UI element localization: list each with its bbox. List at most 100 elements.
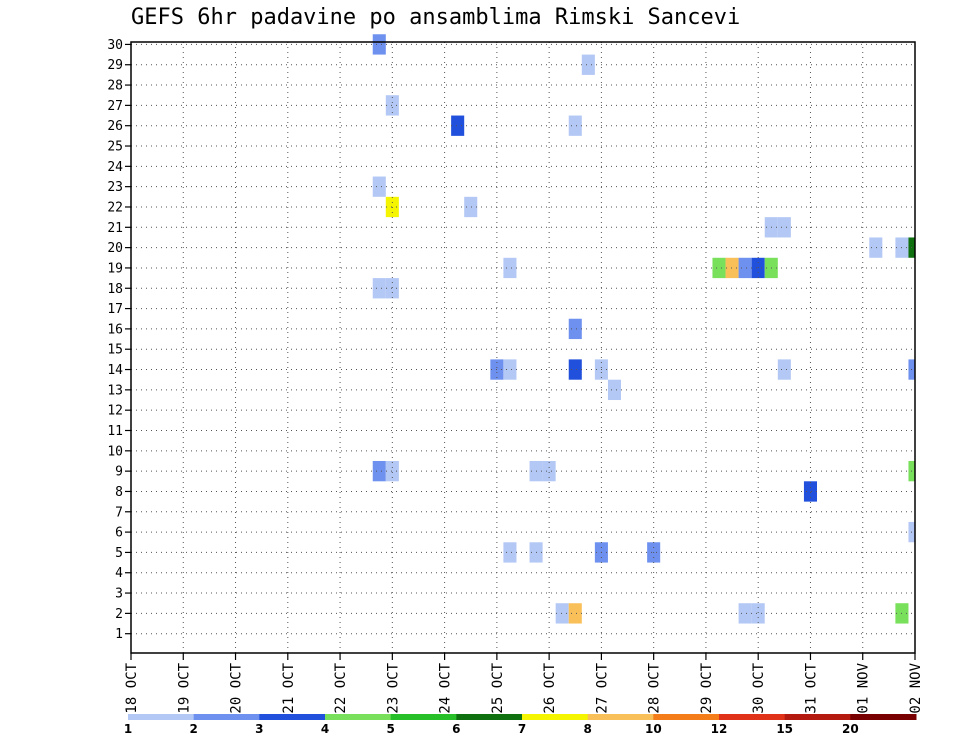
colorbar-label: 8 [583,722,591,736]
y-axis: 1234567891011121314151617181920212223242… [107,38,131,642]
colorbar-swatch [259,714,326,720]
precip-cell [777,359,791,380]
y-tick-label: 4 [115,566,123,581]
y-tick-label: 23 [107,180,123,195]
colorbar-label: 15 [776,722,793,736]
y-tick-label: 29 [107,58,123,73]
precip-cell [372,34,386,55]
precip-cell [464,196,478,218]
y-tick-label: 10 [107,444,123,459]
y-tick-label: 17 [107,302,123,317]
y-tick-label: 11 [107,424,123,439]
y-tick-label: 3 [115,587,123,602]
x-tick-label: 21 OCT [281,662,297,713]
y-tick-label: 8 [115,485,123,500]
colorbar-swatch [587,714,654,720]
x-tick-label: 29 OCT [699,662,715,713]
x-axis: 18 OCT 19 OCT 20 OCT 21 OCT 22 OCT 23 OCT 24 O… [124,653,924,714]
colorbar-swatch [719,714,786,720]
colorbar-swatch [522,714,589,720]
precip-cell [372,176,386,197]
colorbar-swatch [456,714,523,720]
precip-cell [712,257,726,279]
x-tick-label: 18 OCT [124,662,140,713]
x-tick-label: 31 OCT [803,662,819,713]
y-tick-label: 27 [107,99,123,114]
y-tick-label: 2 [115,607,123,622]
precip-cell [385,460,399,482]
y-tick-label: 5 [115,546,123,561]
colorbar-label: 3 [255,722,263,736]
x-tick-label: 28 OCT [647,662,663,713]
colorbar-label: 6 [452,722,460,736]
precip-cell [372,278,386,299]
precip-cell [738,257,752,279]
y-tick-label: 20 [107,241,123,256]
colorbar-label: 12 [711,722,728,736]
x-tick-label: 25 OCT [490,662,506,713]
y-tick-label: 14 [107,363,123,378]
plot-frame [130,41,916,654]
y-tick-label: 22 [107,200,123,215]
y-tick-label: 26 [107,119,123,134]
x-tick-label: 01 NOV [856,662,872,713]
precip-cell [568,115,582,136]
precip-cell [568,603,582,624]
precip-cell [451,115,465,136]
precip-cell [869,237,883,258]
y-tick-label: 1 [115,627,123,642]
x-tick-label: 23 OCT [385,662,401,713]
precip-cell [581,54,595,75]
colorbar-label: 1 [124,722,132,736]
colorbar-label: 10 [645,722,662,736]
colorbar-label: 20 [842,722,859,736]
x-tick-label: 20 OCT [229,662,245,713]
y-tick-label: 13 [107,383,123,398]
precip-cell [542,460,556,482]
colorbar-swatch [390,714,457,720]
precip-cell [777,217,791,238]
precip-cell [751,603,765,624]
y-tick-label: 19 [107,261,123,276]
colorbar-swatch [850,714,917,720]
precip-cell [555,603,569,624]
precip-cell [725,257,739,279]
precip-cell [568,359,582,380]
y-tick-label: 15 [107,343,123,358]
colorbar-label: 5 [386,722,394,736]
colorbar-swatch [325,714,392,720]
colorbar-swatch [653,714,720,720]
precip-cell [385,278,399,299]
precip-cell [607,379,621,401]
colorbar-swatch [128,714,195,720]
colorbar-label: 4 [321,722,329,736]
colorbar: 1 2 3 4 5 6 7 8 10 12 15 20 [124,714,917,736]
chart-title: GEFS 6hr padavine po ansamblima Rimski S… [131,5,740,30]
y-tick-label: 6 [115,526,123,541]
colorbar-label: 2 [189,722,197,736]
colorbar-swatch [193,714,260,720]
precip-cell [385,95,399,116]
x-tick-label: 22 OCT [333,662,349,713]
x-tick-label: 02 NOV [908,662,924,713]
precip-cell [503,257,517,279]
x-tick-label: 27 OCT [594,662,610,713]
precip-cell [503,359,517,380]
y-tick-label: 28 [107,79,123,94]
y-tick-label: 18 [107,282,123,297]
precip-cell [503,542,517,563]
precip-cell [803,481,817,502]
precip-cell [385,196,399,218]
y-tick-label: 25 [107,140,123,155]
y-tick-label: 30 [107,38,123,53]
precip-cell [372,460,386,482]
x-tick-label: 26 OCT [542,662,558,713]
precip-cell [568,318,582,340]
x-tick-label: 30 OCT [751,662,767,713]
y-tick-label: 12 [107,404,123,419]
y-tick-label: 7 [115,505,123,520]
grid-lines [130,42,916,653]
x-tick-label: 19 OCT [176,662,192,713]
precip-cell [738,603,752,624]
